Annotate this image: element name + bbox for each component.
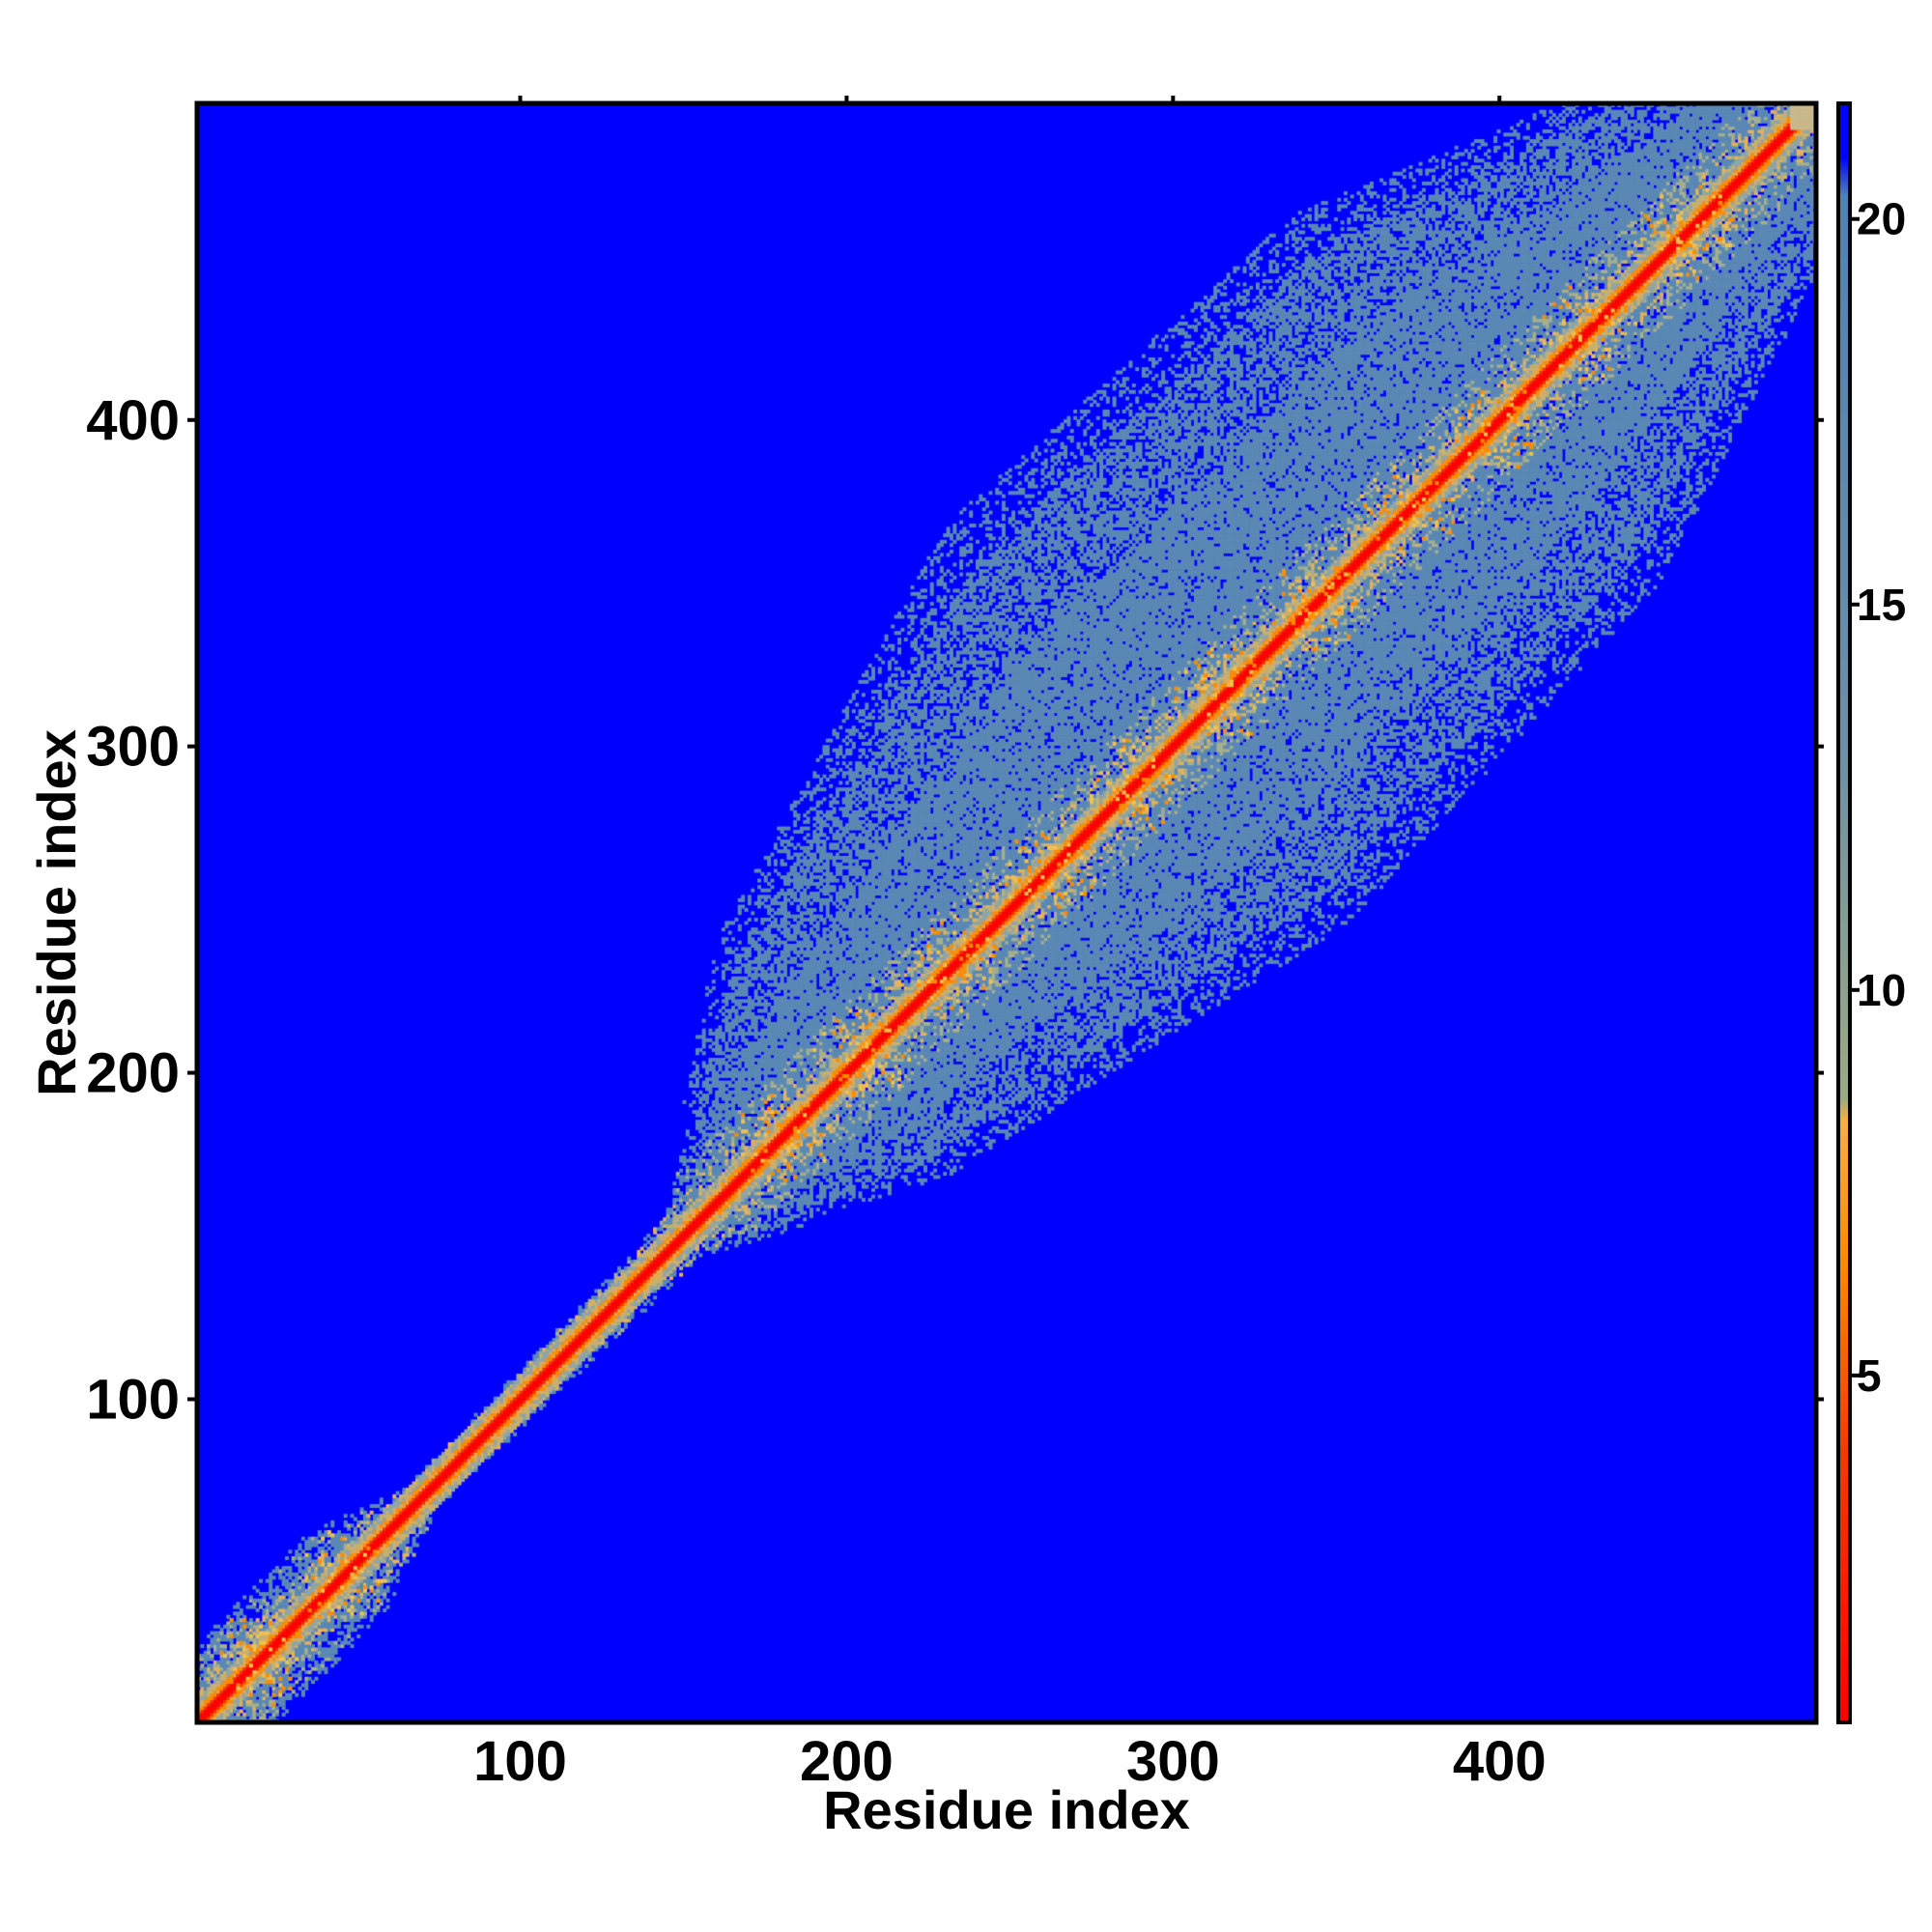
x-tick-label: 300	[1126, 1730, 1220, 1793]
colorbar-ticks: 5 10 15 20	[1850, 194, 1906, 1401]
colorbar	[1838, 103, 1850, 1722]
y-tick-label: 300	[86, 716, 180, 779]
heatmap-panel	[197, 103, 1816, 1722]
x-tick-label: 400	[1453, 1730, 1547, 1793]
colorbar-tick-label: 15	[1857, 580, 1906, 630]
colorbar-frame	[1836, 101, 1852, 1724]
y-axis-ticks: 100 200 300 400	[86, 389, 1824, 1431]
colorbar-tick-label: 5	[1857, 1350, 1882, 1401]
y-tick-label: 200	[86, 1042, 180, 1105]
y-axis-label: Residue index	[26, 729, 87, 1096]
colorbar-tick-label: 20	[1857, 194, 1906, 244]
heatmap-canvas	[197, 103, 1816, 1722]
x-axis-ticks: 100 200 300 400	[473, 96, 1547, 1793]
plot-frame	[194, 100, 1819, 1725]
x-axis-label: Residue index	[823, 1779, 1190, 1840]
y-tick-label: 100	[86, 1368, 180, 1431]
x-tick-label: 100	[473, 1730, 567, 1793]
y-tick-label: 400	[86, 389, 180, 452]
colorbar-tick-label: 10	[1857, 965, 1906, 1015]
x-tick-label: 200	[800, 1730, 894, 1793]
